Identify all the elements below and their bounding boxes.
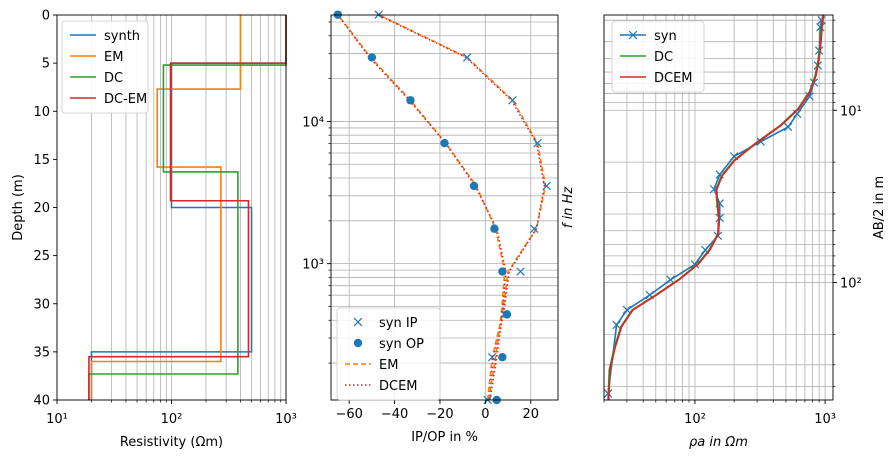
x-axis-label: ρa in Ωm [689,435,748,450]
legend-entry-syn: syn [620,29,677,44]
legend-label: DC [104,71,123,86]
legend-entry-dcem: DCEM [620,71,693,86]
legend-entry-dcem: DCEM [345,379,418,394]
ip-point [516,267,525,276]
panel-apparent-resistivity: 10² 10³ 10¹ 10² ρa in Ωm AB/2 in m syn DC DCEM [603,14,887,450]
legend-entry-syn-op: syn OP [353,337,424,352]
legend-entry-synth: synth [70,29,140,44]
legend-label: DCEM [379,379,418,394]
x-tick-label: −40 [381,407,408,422]
ip-point [529,224,539,233]
plot-frame [330,14,559,401]
legend: syn IP syn OP EM DCEM [336,307,441,401]
x-tick-label: 0 [481,407,489,422]
legend-entry-em: EM [345,358,398,373]
y-tick-label: 20 [33,201,50,216]
series-line-dcem-op [337,14,507,401]
legend-label: DC-EM [104,92,147,107]
ip-point [542,181,551,191]
syn-point [783,122,793,132]
ip-point [462,53,472,62]
legend-label: synth [104,29,140,44]
ip-point [508,96,517,105]
grid [331,15,558,400]
legend-label: DCEM [654,71,693,86]
series-line-dc-em [88,15,287,400]
x-axis-label: Resistivity (Ωm) [120,435,223,450]
plot-frame [603,14,834,401]
y-tick-label: 0 [42,9,50,24]
x-tick-label: 10² [684,412,706,427]
x-tick-label: 10³ [814,412,836,427]
y-tick-label: 35 [33,345,50,360]
syn-point [612,320,621,330]
legend: syn DC DCEM [611,20,705,93]
y-tick-label: 10¹ [840,104,862,119]
op-point [440,138,449,148]
y-tick-label: 10⁴ [302,115,324,130]
legend-marker [628,30,638,40]
legend-label: EM [104,50,123,65]
x-tick-label: 10³ [275,412,297,427]
legend: synth EM DC DC-EM [61,20,149,114]
legend-marker [353,317,363,327]
panel-resistivity: 10¹ 10² 10³ 0 5 10 15 20 25 30 35 40 Resistivity (Ωm… [11,9,297,451]
x-tick-label: 10² [161,412,183,427]
x-axis-label: IP/OP in % [411,430,478,445]
series-line-dcem [607,14,825,401]
legend-box [336,307,441,401]
op-point [367,53,377,62]
legend-entry-syn-ip: syn IP [353,316,418,331]
y-axis-label: Depth (m) [11,174,26,241]
y-tick-label: 5 [42,57,50,72]
legend-box [61,20,149,114]
legend-label: DC [654,50,673,65]
series-line-em-ip [378,13,547,401]
series-line-em [90,15,242,400]
legend-label: syn [654,29,677,44]
syn-point [690,260,700,269]
syn-point [622,305,632,315]
legend-entry-dc: DC [620,50,673,65]
legend-label: syn OP [379,337,424,352]
op-point [406,96,415,105]
legend-entry-dc-em: DC-EM [70,92,147,107]
syn-point [805,92,814,101]
legend-label: EM [379,358,398,373]
op-point [498,267,507,276]
legend-box [611,20,705,93]
op-point [502,310,512,319]
y-tick-label: 10 [33,105,50,120]
x-tick-label: −20 [426,407,453,422]
y-tick-label: 10² [840,277,862,292]
x-tick-label: 20 [522,407,539,422]
series-line-dc [88,15,287,400]
y-axis-label: f in Hz [561,186,576,228]
y-axis-label: AB/2 in m [872,176,887,239]
op-point [498,352,507,362]
legend-marker [353,338,363,348]
y-tick-label: 25 [33,249,50,264]
y-tick-label: 10³ [302,258,324,273]
legend-entry-dc: DC [70,71,123,86]
x-tick-label: 10¹ [46,412,68,427]
ip-point [487,352,497,362]
ip-point [533,138,542,148]
op-point [490,224,499,233]
y-tick-label: 40 [33,394,50,409]
panel-ip-op: −60 −40 −20 0 20 10³ 10⁴ IP/OP in % f in Hz syn I… [302,10,576,445]
legend-label: syn IP [379,316,418,331]
legend-entry-em: EM [70,50,123,65]
y-tick-label: 15 [33,153,50,168]
y-tick-label: 30 [33,297,50,312]
x-tick-label: −60 [335,407,362,422]
op-point [469,181,479,191]
